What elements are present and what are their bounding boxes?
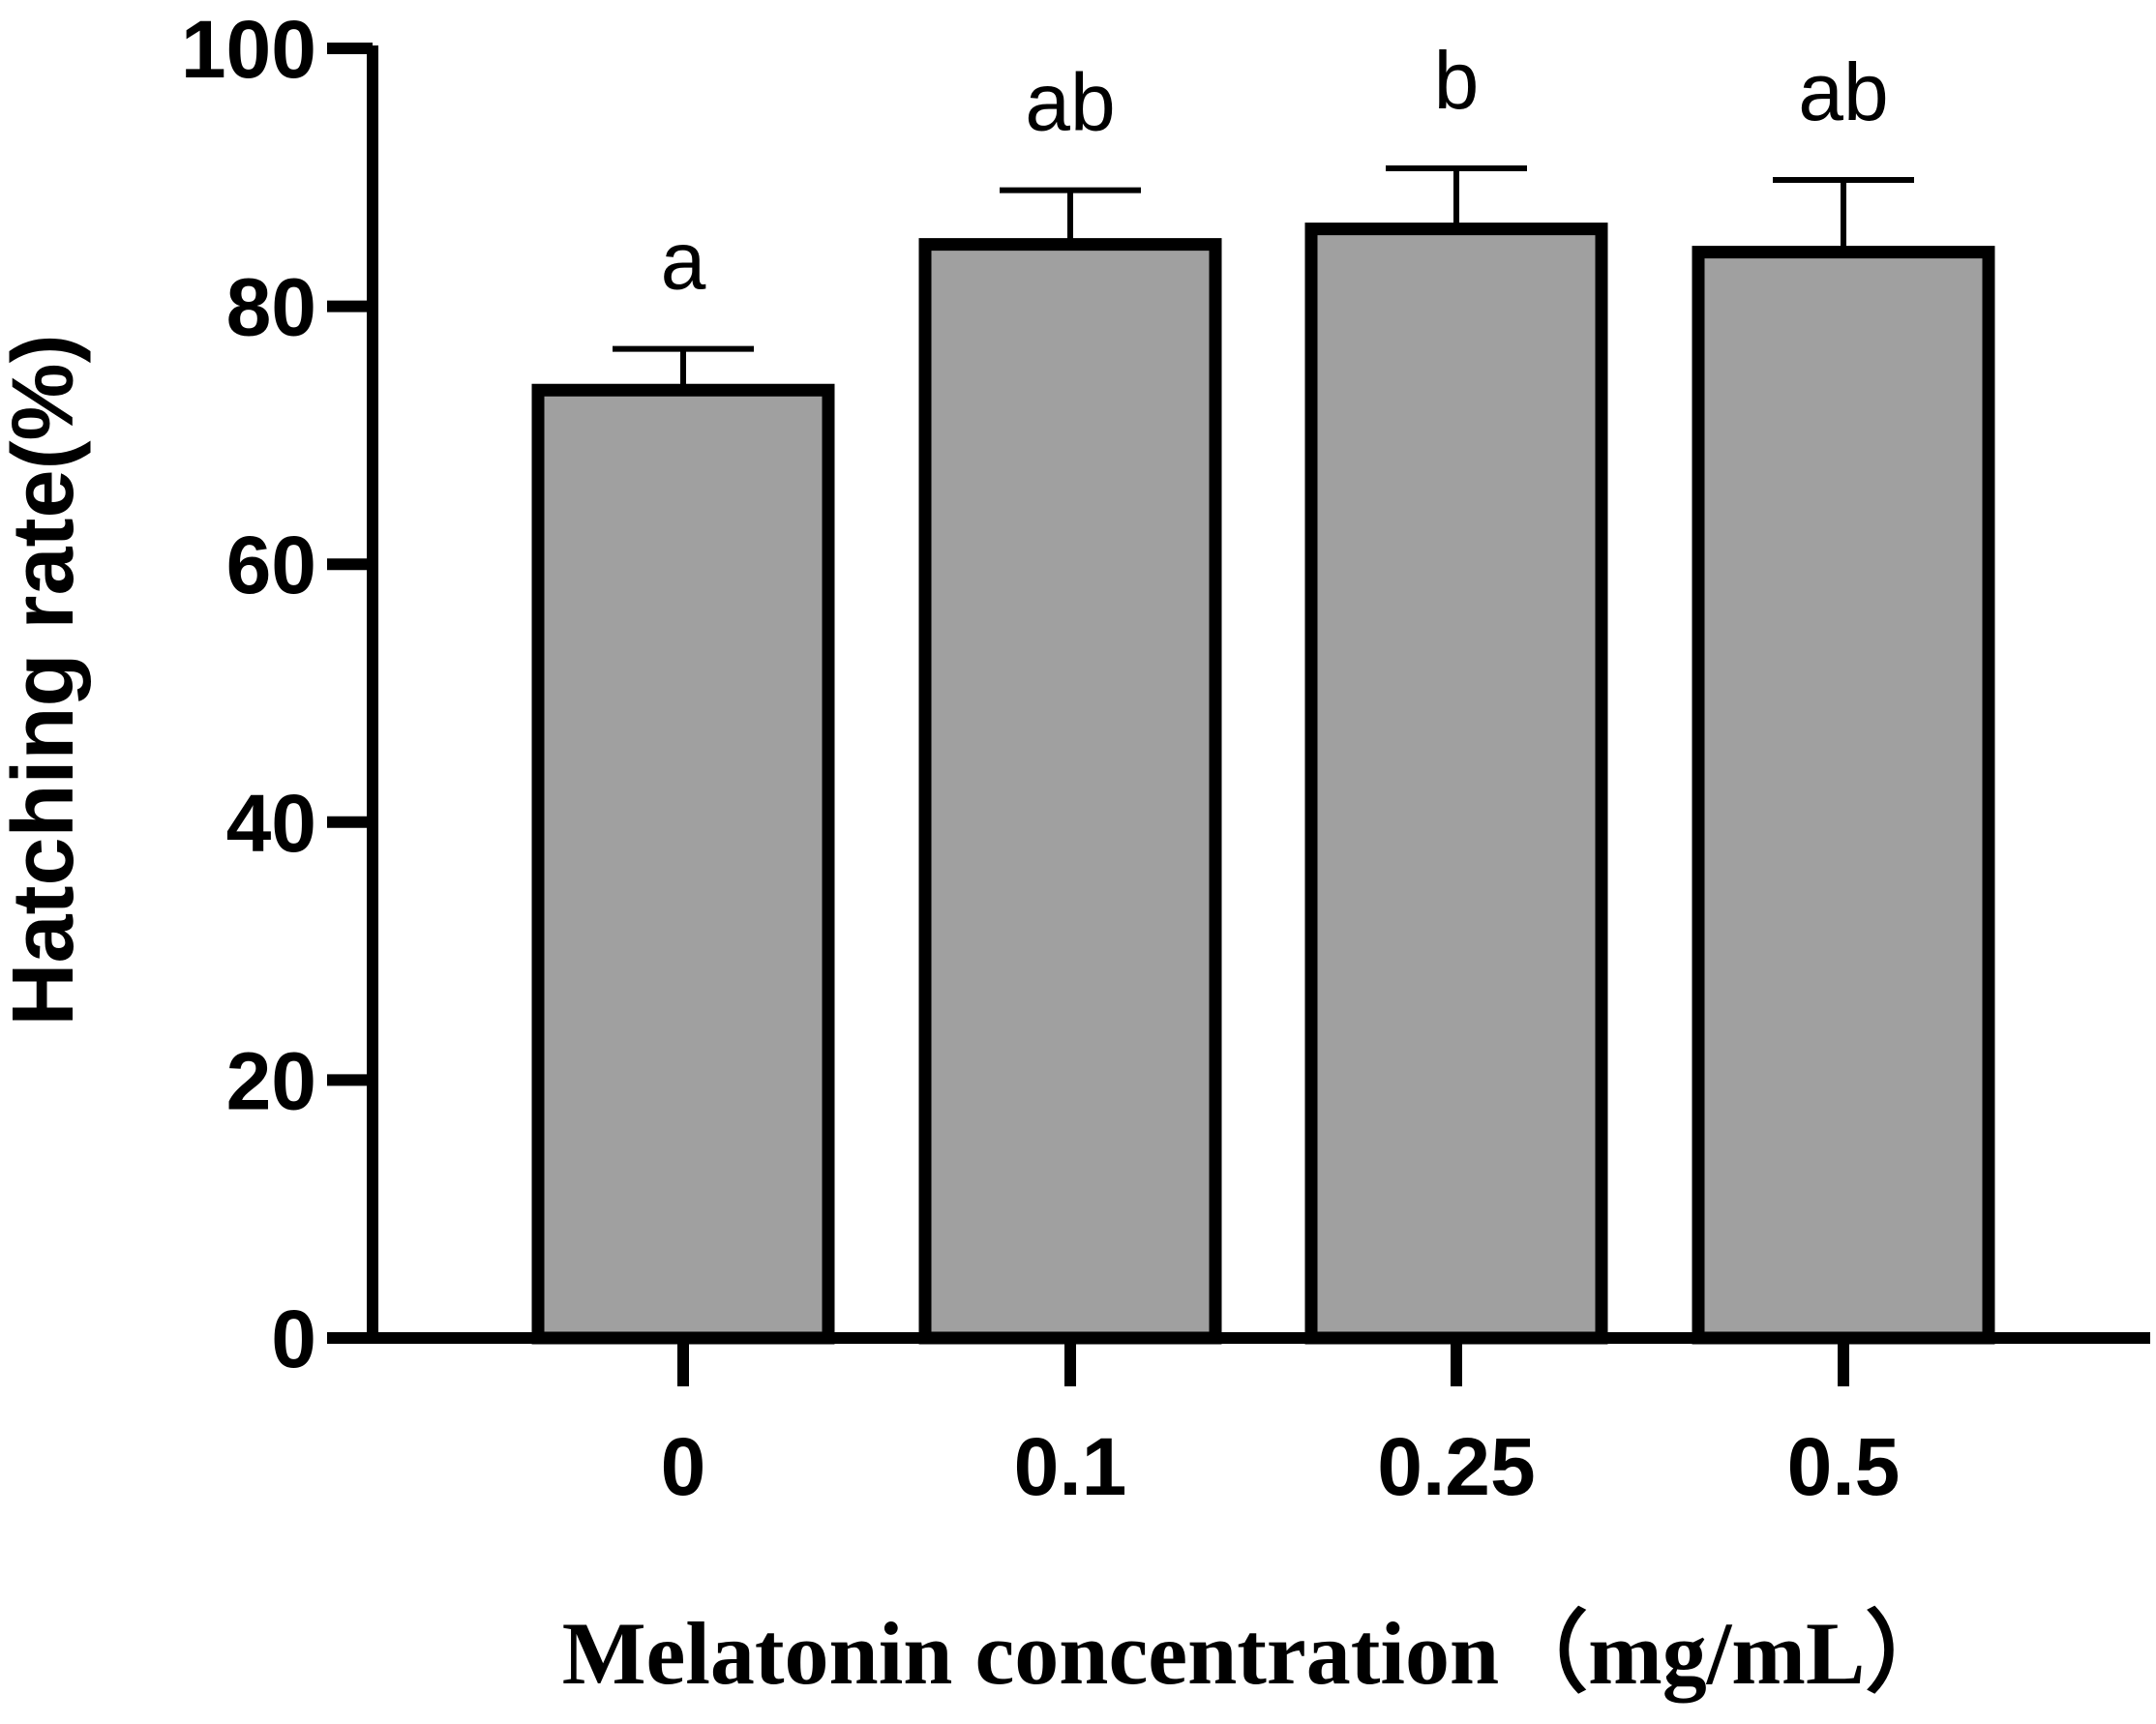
error-bars-layer: [613, 164, 1914, 391]
x-tick-label-3: 0.5: [1787, 1421, 1901, 1512]
significance-letter-2: b: [1434, 35, 1480, 126]
x-tick-label-2: 0.25: [1377, 1421, 1536, 1512]
significance-letter-3: ab: [1798, 46, 1888, 137]
y-tick-label-20: 20: [226, 1035, 316, 1126]
x-tick-label-1: 0.1: [1014, 1421, 1127, 1512]
bar-0: [531, 383, 835, 1345]
significance-letters-layer: a ab b ab: [661, 35, 1889, 307]
significance-letter-0: a: [661, 216, 706, 307]
y-tick-label-40: 40: [226, 778, 316, 869]
significance-letter-1: ab: [1025, 57, 1115, 148]
axes-layer: [367, 45, 2150, 1344]
x-ticks-layer: 0 0.1 0.25 0.5: [661, 1338, 1901, 1512]
y-tick-label-0: 0: [271, 1293, 316, 1384]
x-tick-label-0: 0: [661, 1421, 706, 1512]
y-tick-label-60: 60: [226, 520, 316, 610]
y-tick-label-100: 100: [181, 4, 316, 95]
bar-2: [1304, 223, 1608, 1345]
y-tick-label-80: 80: [226, 262, 316, 353]
x-axis-label: Melatonin concentration（mg/mL）: [562, 1604, 1955, 1703]
y-axis-label: Hatching rate(%): [0, 334, 92, 1025]
bar-1: [918, 238, 1222, 1345]
y-ticks-layer: 0 20 40 60 80 100: [181, 4, 373, 1384]
bars-layer: [531, 223, 1995, 1345]
bar-3: [1692, 246, 1995, 1345]
